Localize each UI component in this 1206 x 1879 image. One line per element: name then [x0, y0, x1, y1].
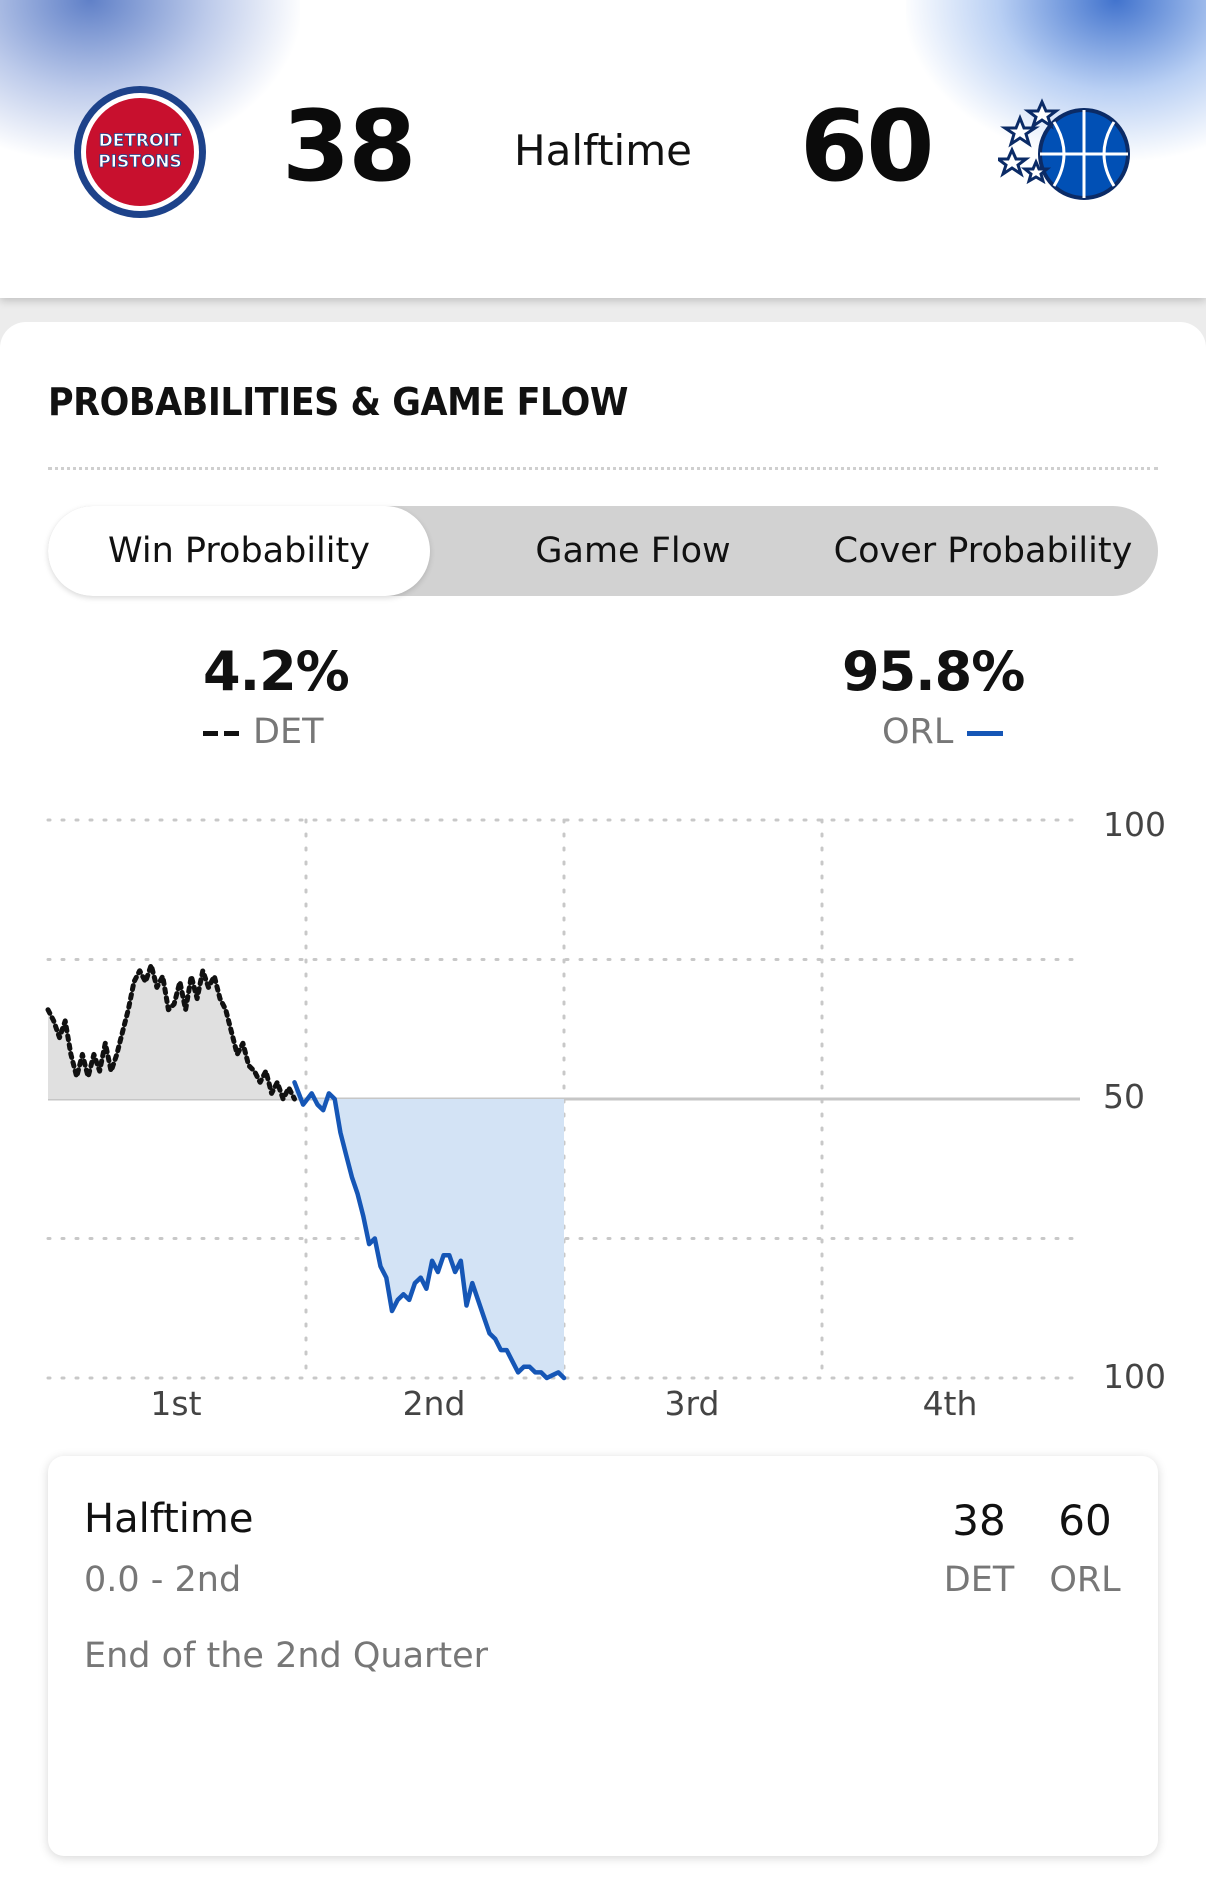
series-line-det	[45, 962, 297, 1102]
tab-game-flow[interactable]: Game Flow	[535, 531, 731, 571]
tab-cover-probability[interactable]: Cover Probability	[833, 531, 1133, 571]
x-tick-2nd: 2nd	[403, 1384, 466, 1423]
away-win-probability: 95.8%	[842, 640, 1025, 703]
game-status: Halftime	[514, 126, 692, 175]
view-segmented-control: Win Probability Game Flow Cover Probabil…	[48, 506, 1158, 596]
section-title: PROBABILITIES & GAME FLOW	[48, 380, 628, 424]
win-probability-chart[interactable]: 100 50 100 1st 2nd 3rd 4th	[0, 790, 1206, 1430]
tab-win-probability[interactable]: Win Probability	[48, 506, 430, 596]
pistons-logo-line-1: DETROIT	[99, 131, 182, 151]
away-legend-label: ORL	[882, 712, 954, 752]
dashed-line-legend-icon	[203, 730, 239, 736]
play-description: End of the 2nd Quarter	[84, 1636, 489, 1676]
x-tick-4th: 4th	[923, 1384, 978, 1423]
chart-lines	[45, 962, 567, 1381]
pistons-logo-icon[interactable]: DETROIT PISTONS	[72, 84, 208, 220]
chart-x-ticks: 1st 2nd 3rd 4th	[150, 1384, 977, 1423]
home-team-score: 38	[282, 90, 416, 204]
away-team-score: 60	[800, 90, 934, 204]
home-legend: DET	[203, 712, 323, 752]
y-tick-top: 100	[1103, 805, 1166, 844]
home-win-probability: 4.2%	[203, 640, 350, 703]
play-away-score: 60	[1058, 1496, 1112, 1545]
x-tick-3rd: 3rd	[665, 1384, 720, 1423]
chart-y-ticks: 100 50 100	[1103, 805, 1166, 1396]
play-title: Halftime	[84, 1496, 254, 1542]
series-line-orl	[292, 1080, 567, 1381]
home-legend-label: DET	[253, 712, 324, 752]
magic-logo-icon[interactable]	[998, 92, 1138, 212]
x-tick-1st: 1st	[150, 1384, 201, 1423]
solid-line-legend-icon	[967, 730, 1004, 736]
away-legend: ORL	[882, 712, 1004, 752]
play-home-abbr: DET	[943, 1560, 1015, 1600]
play-away-abbr: ORL	[1049, 1560, 1121, 1600]
play-detail-card[interactable]: Halftime 0.0 - 2nd End of the 2nd Quarte…	[48, 1456, 1158, 1856]
section-divider	[48, 467, 1158, 470]
scoreboard-header: DETROIT PISTONS 38 Halftime 60	[0, 0, 1206, 298]
y-tick-bottom: 100	[1103, 1357, 1166, 1396]
pistons-logo-line-2: PISTONS	[98, 152, 182, 172]
y-tick-mid: 50	[1103, 1077, 1145, 1116]
play-time: 0.0 - 2nd	[84, 1560, 242, 1600]
play-home-score: 38	[952, 1496, 1006, 1545]
series-area-orl	[294, 1082, 564, 1378]
